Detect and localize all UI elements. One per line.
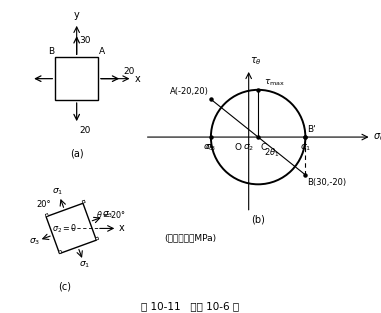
Text: $\sigma_2$: $\sigma_2$ (243, 143, 254, 153)
Text: $\sigma_3$: $\sigma_3$ (29, 236, 40, 247)
Text: 20: 20 (79, 126, 91, 135)
Text: C: C (260, 143, 266, 152)
Polygon shape (82, 200, 85, 203)
Polygon shape (45, 213, 48, 217)
Text: $\sigma_1$: $\sigma_1$ (79, 259, 90, 270)
Text: 30: 30 (79, 36, 91, 45)
Text: $\sigma_\theta$: $\sigma_\theta$ (373, 131, 381, 143)
Text: $\tau_\theta$: $\tau_\theta$ (250, 55, 261, 67)
Text: $\theta{=}20°$: $\theta{=}20°$ (96, 209, 126, 220)
Text: $\sigma_3$: $\sigma_3$ (203, 143, 215, 153)
Text: 20°: 20° (36, 200, 51, 209)
Text: (应力单位：MPa): (应力单位：MPa) (164, 233, 216, 242)
Text: x: x (119, 223, 125, 233)
Text: $\sigma_3$: $\sigma_3$ (205, 143, 216, 153)
Text: O: O (234, 143, 241, 152)
Polygon shape (96, 237, 99, 240)
Text: x: x (135, 74, 141, 84)
Text: A: A (99, 47, 105, 56)
Text: (b): (b) (251, 214, 265, 224)
Text: A(-20,20): A(-20,20) (170, 87, 209, 96)
Text: $\sigma_1$: $\sigma_1$ (300, 143, 311, 153)
Polygon shape (59, 250, 62, 254)
Text: $\sigma_2{=}0$: $\sigma_2{=}0$ (53, 222, 78, 235)
Text: (a): (a) (70, 149, 83, 159)
Text: (c): (c) (59, 281, 72, 291)
Text: $\sigma_1$: $\sigma_1$ (53, 187, 64, 198)
Text: $\sigma_3$: $\sigma_3$ (102, 210, 113, 220)
Text: B: B (48, 47, 54, 56)
Text: y: y (74, 10, 80, 20)
Text: 图 10-11   例题 10-6 图: 图 10-11 例题 10-6 图 (141, 301, 240, 311)
Text: B(30,-20): B(30,-20) (307, 178, 346, 187)
Text: $2\theta_1$: $2\theta_1$ (264, 146, 279, 159)
Text: B': B' (307, 125, 316, 134)
Text: $\tau_{\rm max}$: $\tau_{\rm max}$ (264, 77, 285, 88)
Text: 20: 20 (124, 67, 135, 76)
